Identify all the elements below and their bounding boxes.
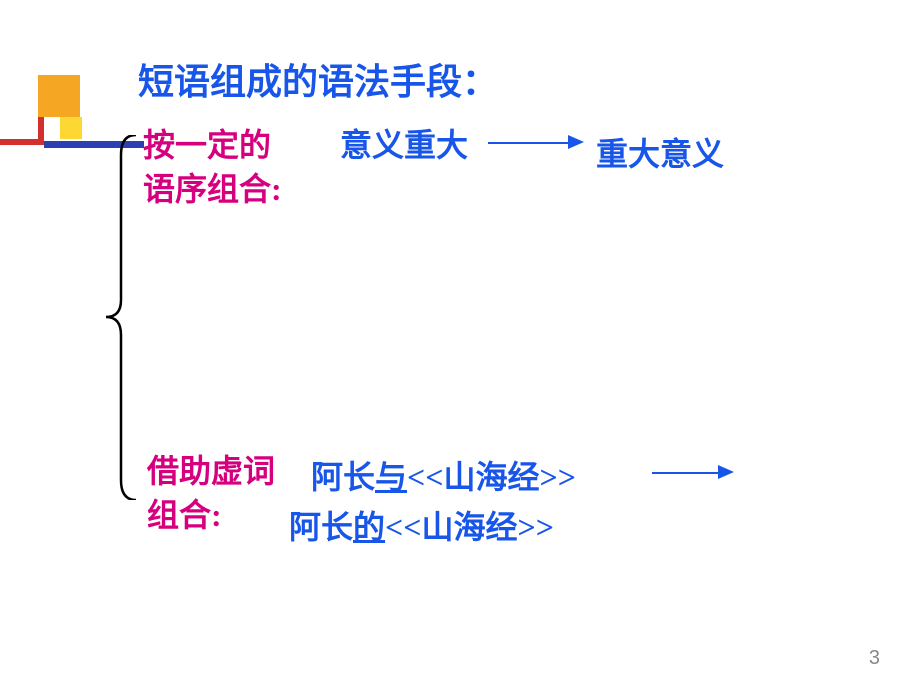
page-number: 3 bbox=[869, 647, 880, 670]
section2-example1: 阿长与<<山海经>> bbox=[311, 452, 576, 498]
brace-bracket bbox=[96, 135, 146, 500]
section2-label-line1: 借助虚词 bbox=[147, 446, 275, 492]
section1-label-line1: 按一定的 bbox=[143, 120, 271, 166]
ex1-part2: <<山海经>> bbox=[407, 459, 576, 495]
arrow1-head bbox=[568, 135, 584, 149]
red-horizontal-line bbox=[0, 139, 38, 145]
section1-example2: 重大意义 bbox=[596, 129, 724, 175]
ex2-underlined: 的 bbox=[353, 509, 385, 545]
section2-label-line2: 组合: bbox=[147, 490, 222, 536]
arrow1-line bbox=[488, 142, 570, 144]
ex1-part1: 阿长 bbox=[311, 459, 375, 495]
arrow2-head bbox=[718, 465, 734, 479]
slide-title: 短语组成的语法手段： bbox=[138, 53, 498, 105]
arrow2-line bbox=[652, 472, 720, 474]
section1-example1: 意义重大 bbox=[340, 120, 468, 166]
ex2-part1: 阿长 bbox=[289, 509, 353, 545]
ex1-underlined: 与 bbox=[375, 459, 407, 495]
section1-label-line2: 语序组合: bbox=[143, 164, 282, 210]
ex2-part2: <<山海经>> bbox=[385, 509, 554, 545]
yellow-square bbox=[60, 117, 82, 139]
section2-example2: 阿长的<<山海经>> bbox=[289, 502, 554, 548]
orange-square bbox=[38, 75, 80, 117]
